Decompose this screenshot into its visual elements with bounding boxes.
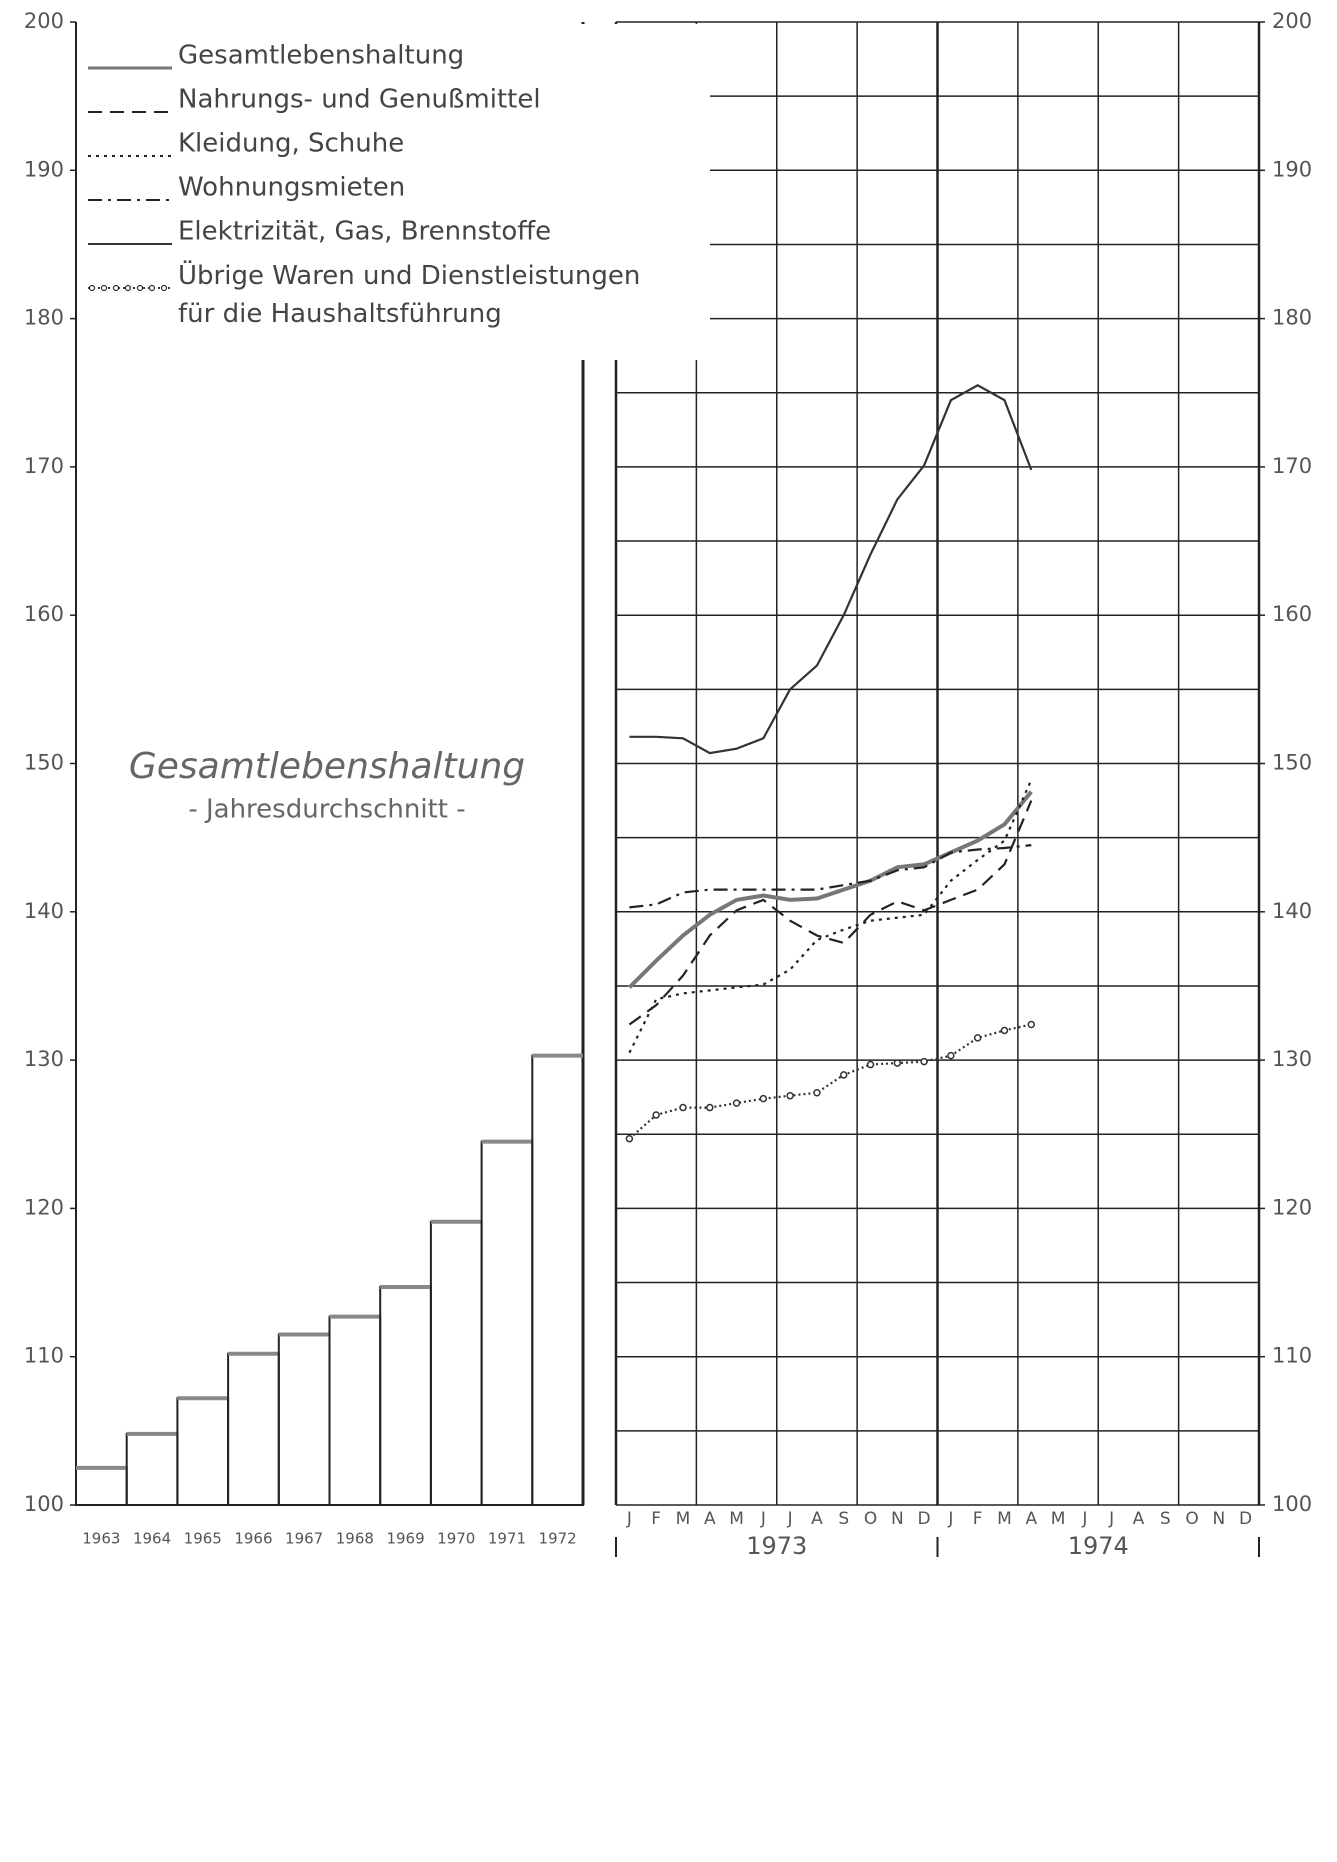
x-tick-label: F [651, 1509, 661, 1529]
x-tick-label: 1971 [488, 1530, 526, 1548]
y-tick-label: 170 [1272, 454, 1312, 478]
y-tick-label: 170 [24, 454, 64, 478]
x-tick-label: D [918, 1509, 931, 1529]
y-tick-label: 100 [24, 1492, 64, 1516]
series-line [628, 779, 1033, 1054]
y-tick-label: 190 [1272, 157, 1312, 181]
x-tick-label: M [1051, 1509, 1066, 1529]
x-tick-label: 1964 [133, 1530, 171, 1548]
point-marker [866, 1060, 875, 1069]
point-marker [973, 1034, 982, 1042]
y-tick-label: 140 [1272, 899, 1312, 923]
legend-bead [112, 284, 120, 292]
x-tick-label: N [891, 1509, 904, 1529]
x-tick-label: N [1212, 1509, 1225, 1529]
legend-label: Nahrungs- und Genußmittel [178, 85, 541, 115]
legend-bead [100, 284, 108, 292]
point-marker [706, 1103, 714, 1112]
y-tick-label: 200 [24, 9, 64, 33]
series-line [628, 800, 1033, 1026]
x-tick-label: J [760, 1509, 766, 1529]
x-tick-label: O [864, 1509, 877, 1529]
legend-bead [124, 284, 132, 292]
point-marker [920, 1057, 928, 1066]
chart-subtitle: - Jahresdurchschnitt - [188, 795, 465, 825]
x-tick-label: J [626, 1509, 632, 1529]
series-line [629, 844, 1032, 909]
y-tick-label: 100 [1272, 1492, 1312, 1516]
legend-label: Wohnungsmieten [178, 173, 405, 203]
legend-label: Übrige Waren und Dienstleistungen für die… [178, 259, 640, 329]
x-tick-label: D [1239, 1509, 1252, 1529]
point-marker [759, 1094, 768, 1103]
x-tick-label: S [838, 1509, 849, 1529]
chart-title: Gesamtlebenshaltung [129, 746, 525, 787]
point-marker [813, 1088, 821, 1097]
point-marker [625, 1134, 634, 1143]
x-tick-label: 1967 [285, 1530, 323, 1548]
point-marker [652, 1111, 660, 1119]
point-marker [1027, 1020, 1036, 1029]
legend-label: Kleidung, Schuhe [178, 129, 404, 159]
y-tick-label: 200 [1272, 9, 1312, 33]
legend-bead [160, 284, 168, 292]
year-label: 1973 [746, 1532, 807, 1560]
x-tick-label: 1963 [82, 1530, 120, 1548]
series-line [628, 1023, 1032, 1140]
x-tick-label: 1966 [234, 1530, 272, 1548]
legend-label: Elektrizität, Gas, Brennstoffe [178, 217, 551, 247]
y-tick-label: 110 [24, 1344, 64, 1368]
y-tick-label: 180 [1272, 306, 1312, 330]
y-tick-label: 160 [24, 602, 64, 626]
x-tick-label: 1972 [539, 1530, 577, 1548]
x-tick-label: O [1185, 1509, 1198, 1529]
x-tick-label: A [704, 1509, 716, 1529]
point-marker [947, 1051, 955, 1060]
x-tick-label: 1970 [437, 1530, 475, 1548]
point-marker [893, 1059, 902, 1067]
point-marker [786, 1091, 794, 1100]
y-tick-label: 110 [1272, 1344, 1312, 1368]
legend-bead [148, 284, 156, 292]
y-tick-label: 150 [24, 751, 64, 775]
series-line [627, 790, 1033, 989]
point-marker [679, 1103, 687, 1112]
x-tick-label: A [811, 1509, 823, 1529]
x-tick-label: J [787, 1509, 793, 1529]
y-tick-label: 140 [24, 899, 64, 923]
point-marker [732, 1099, 741, 1107]
x-tick-label: 1969 [386, 1530, 424, 1548]
y-tick-label: 150 [1272, 751, 1312, 775]
x-tick-label: M [729, 1509, 744, 1529]
x-tick-label: F [973, 1509, 983, 1529]
y-tick-label: 120 [24, 1195, 64, 1219]
y-tick-label: 160 [1272, 602, 1312, 626]
x-tick-label: J [1081, 1509, 1087, 1529]
x-tick-label: 1968 [336, 1530, 374, 1548]
y-tick-label: 130 [24, 1047, 64, 1071]
point-marker [1000, 1026, 1009, 1035]
x-tick-label: J [1108, 1509, 1114, 1529]
y-tick-label: 130 [1272, 1047, 1312, 1071]
x-tick-label: 1965 [184, 1530, 222, 1548]
y-tick-label: 190 [24, 157, 64, 181]
legend-box [80, 24, 710, 360]
year-label: 1974 [1068, 1532, 1129, 1560]
x-tick-label: A [1133, 1509, 1145, 1529]
x-tick-label: M [676, 1509, 691, 1529]
x-tick-label: M [997, 1509, 1012, 1529]
y-tick-label: 120 [1272, 1195, 1312, 1219]
legend-bead [136, 284, 144, 292]
legend-bead [88, 284, 96, 292]
legend-label: Gesamtlebenshaltung [178, 41, 464, 71]
x-tick-label: J [947, 1509, 953, 1529]
x-tick-label: A [1025, 1509, 1037, 1529]
x-tick-label: S [1160, 1509, 1171, 1529]
point-marker [839, 1071, 848, 1079]
y-tick-label: 180 [24, 306, 64, 330]
series-line [629, 384, 1033, 755]
